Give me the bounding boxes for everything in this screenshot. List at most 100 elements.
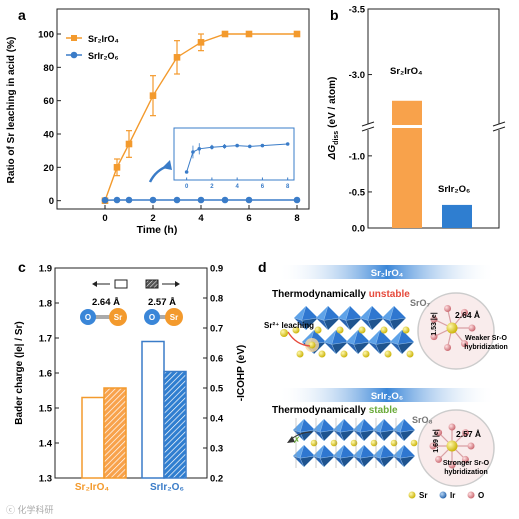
y-tick-label: -3.5 [349,5,366,16]
iro6-octahedron [375,341,393,355]
o-atom [461,455,469,463]
o-atom [468,324,476,332]
y-tick-label: 20 [43,163,54,174]
panel-c-right-axis-label: -ICOHP (eV) [236,345,247,402]
o-atom [461,429,469,437]
data-point-circle [113,196,121,204]
legend-open-bar-swatch [114,279,128,289]
inset-data-point [210,145,214,149]
top-sro7-cluster [430,305,476,351]
iro6-octahedron [399,429,416,442]
o-atom [460,308,468,316]
panel-b-plot-frame [367,8,500,229]
o-atom [435,455,443,463]
iro6-octahedron [397,341,415,355]
data-point-circle [149,196,157,204]
bottom-note-line-2: hybridization [444,469,488,476]
bottom-banner-label: SrIr₂O₆ [371,391,403,402]
bottom-title: Thermodynamically stable [272,405,398,416]
data-point-square [197,39,205,46]
data-point-circle [245,196,253,204]
x-tick-label: 2 [150,213,155,224]
left-tick-label: 1.3 [39,474,52,485]
sr-atom [380,326,388,334]
data-point-square [149,92,157,99]
top-bond-length: 2.64 Å [455,310,480,320]
left-tick-label: 1.6 [39,369,52,380]
y-tick-label: 0.0 [352,224,365,235]
panel-a-y-axis-label: Ratio of Sr leaching in acid (%) [6,37,17,184]
sr-atom [370,439,378,447]
axis-break-left-mark-1 [361,121,375,127]
data-point-circle [173,196,181,204]
x-tick-label: 8 [294,213,299,224]
sr-atom [318,350,326,358]
data-point-square [173,54,181,61]
iro6-octahedron [299,455,316,468]
leaching-label: Sr²⁺ leaching [264,321,314,330]
bond-diagram-sr2iro4: O Sr [80,308,127,326]
top-banner-label: Sr₂IrO₄ [371,268,404,279]
iro6-octahedron [301,317,319,331]
leaching-arrow [287,331,311,347]
sr-atom [362,350,370,358]
inset-data-point [197,147,202,151]
top-crystal-structure [292,305,415,358]
oxygen-atom-label-1: O [85,313,91,322]
bar-1 [442,204,472,228]
inset-data-point [247,144,252,149]
panel-b-bar-label-sr2iro4: Sr₂IrO₄ [390,66,423,77]
icohp-bar-0 [103,387,127,479]
panel-a-x-ticks: 0 2 4 6 8 [102,205,300,224]
inset-tick-label: 0 [185,184,189,190]
legend-left-arrowhead [92,281,97,287]
panel-b-bar-label-srir2o6: SrIr₂O₆ [438,184,470,195]
right-tick-label: 0.7 [210,324,223,335]
panel-a-legend: Sr₂IrO₄ SrIr₂O₆ [66,34,119,61]
bottom-bader-value: 1.69 |e| [433,429,440,452]
top-bader-value: 1.53 |e| [431,312,438,335]
panel-c-category-srir2o6: SrIr₂O₆ [150,482,184,493]
panel-a-y-ticks: 0 20 40 60 80 100 [38,30,61,207]
panel-c-label: c [18,259,26,275]
inset-tick-label: 6 [261,184,265,190]
sr-atom [390,439,398,447]
o-atom [429,442,437,450]
top-banner [278,265,496,279]
o-atom [448,423,456,431]
watermark: ⓒ 化学科研 [6,504,54,515]
legend-o-atom [467,491,475,499]
right-tick-label: 0.8 [210,294,223,305]
axis-break-left-gap [362,124,374,130]
right-tick-label: 0.6 [210,354,223,365]
panel-d-atom-legend: Sr Ir O [408,491,484,500]
bottom-bond-length: 2.57 Å [456,429,481,439]
bottom-title-prefix: Thermodynamically [272,405,366,416]
legend-label-sr2iro4: Sr₂IrO₄ [88,34,119,44]
data-point-square [293,30,301,38]
strontium-atom-1 [109,308,127,326]
iro6-octahedron [319,429,336,442]
iro6-octahedron [319,455,336,468]
legend-sr-label: Sr [419,491,427,500]
left-tick-label: 1.5 [39,404,53,415]
oxygen-atom-1 [80,309,96,325]
right-tick-label: 0.2 [210,474,223,485]
o-atom [460,340,468,348]
o-atom [467,442,475,450]
data-point-circle [125,196,133,204]
left-tick-label: 1.4 [39,439,53,450]
sr-atom [410,439,418,447]
bond-stick-2 [152,315,174,319]
strontium-atom-2 [165,308,183,326]
y-tick-label: -3.0 [349,70,365,81]
sr-atom [308,341,316,349]
panel-d: d Sr₂IrO₄ Thermodynamically unstable Sr²… [258,259,508,500]
y-tick-label: -1.0 [349,151,365,162]
oxygen-atom-2 [144,309,160,325]
panel-a-inset-x-ticks: 0 2 4 6 8 [185,177,290,190]
panel-b-y-axis-label: ΔGdiss (eV / atom) [327,77,340,161]
data-point-square [113,164,121,171]
inset-data-point [235,143,239,148]
panel-b: b 0.0 -0.5 -1.0 -3.0 -3.5 Sr₂IrO₄ SrIr₂O₆ ΔG… [327,5,506,235]
